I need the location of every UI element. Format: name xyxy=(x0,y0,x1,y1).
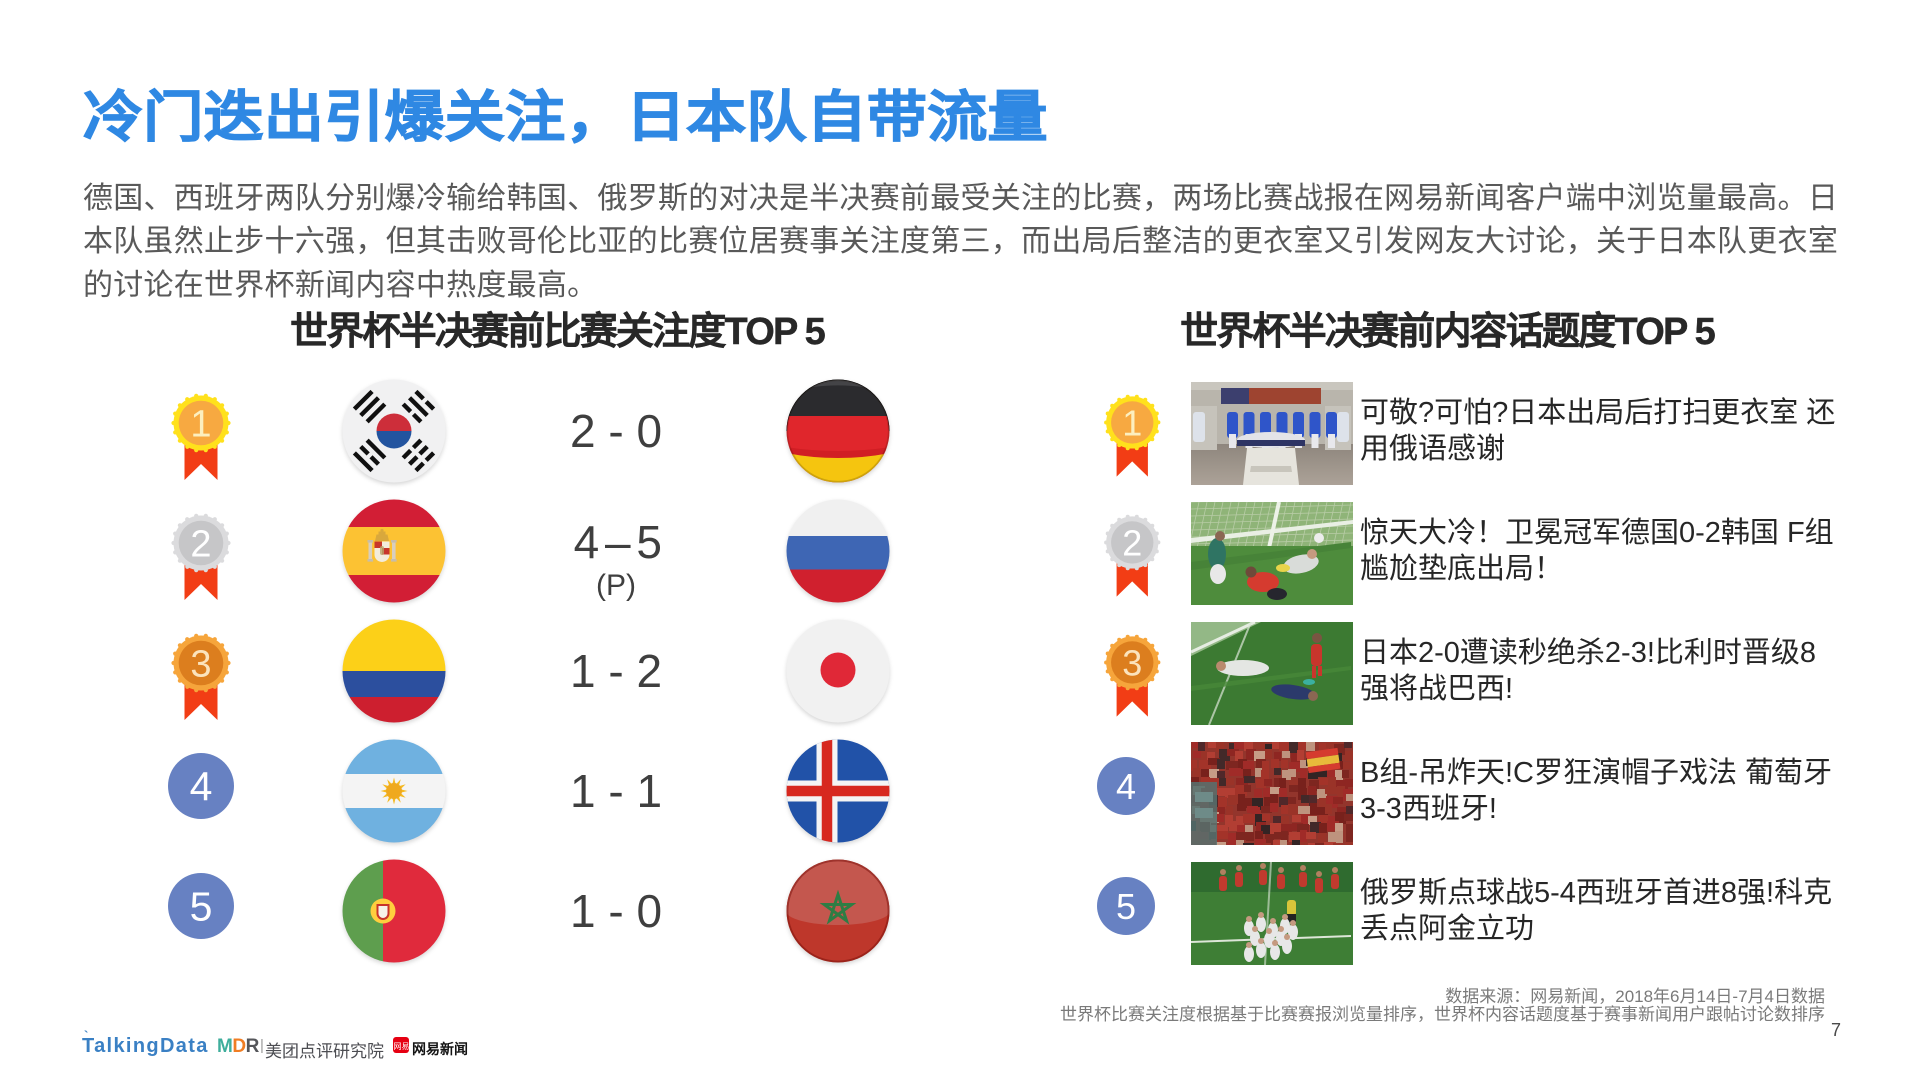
svg-text:4: 4 xyxy=(190,764,213,810)
svg-text:2: 2 xyxy=(1122,522,1142,563)
svg-text:网易: 网易 xyxy=(394,1042,410,1051)
svg-text:4: 4 xyxy=(1116,766,1136,807)
svg-text:3: 3 xyxy=(1122,642,1142,683)
svg-text:5: 5 xyxy=(1116,886,1136,927)
svg-text:1: 1 xyxy=(1122,402,1142,443)
svg-text:5: 5 xyxy=(190,884,213,930)
svg-text:2: 2 xyxy=(190,524,211,566)
svg-text:1: 1 xyxy=(190,404,211,446)
svg-text:3: 3 xyxy=(190,644,211,686)
